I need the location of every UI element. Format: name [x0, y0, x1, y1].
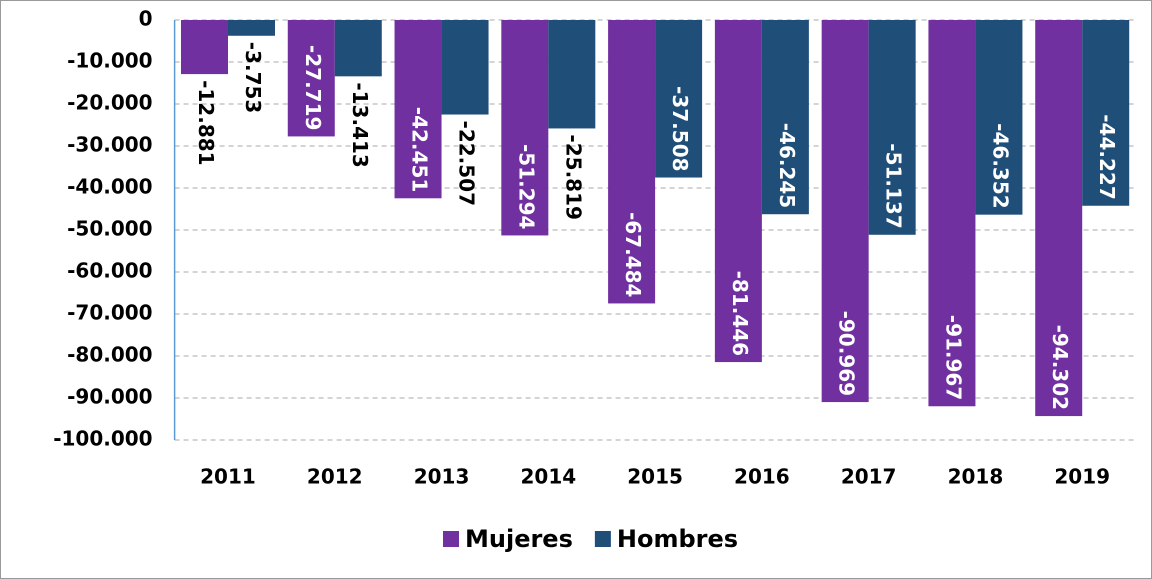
bar: [821, 20, 869, 403]
data-label: -46.245: [775, 123, 799, 208]
x-tick-label: 2013: [414, 465, 470, 489]
legend-label: Hombres: [617, 525, 738, 553]
bar: [655, 20, 703, 178]
y-tick-label: -30.000: [67, 133, 152, 157]
bar: [227, 20, 275, 36]
data-label: -22.507: [455, 121, 479, 206]
x-tick-label: 2015: [627, 465, 683, 489]
bar: [714, 20, 762, 363]
data-label: -67.484: [621, 212, 645, 297]
bar: [287, 20, 335, 137]
bar: [761, 20, 809, 215]
x-tick-label: 2017: [841, 465, 897, 489]
y-tick-label: -100.000: [53, 427, 152, 451]
bar: [1035, 20, 1083, 417]
data-label: -46.352: [988, 123, 1012, 208]
data-label: -13.413: [348, 82, 372, 167]
y-tick-label: -80.000: [67, 343, 152, 367]
bar: [548, 20, 596, 129]
x-tick-label: 2018: [948, 465, 1004, 489]
x-tick-label: 2011: [200, 465, 256, 489]
data-label: -91.967: [941, 315, 965, 400]
bar: [868, 20, 916, 235]
bar: [441, 20, 489, 115]
bar: [501, 20, 549, 236]
data-label: -25.819: [561, 134, 585, 219]
y-tick-label: -40.000: [67, 175, 152, 199]
data-label: -3.753: [241, 42, 265, 114]
bar: [1082, 20, 1130, 206]
bar: [928, 20, 976, 407]
y-tick-label: -20.000: [67, 91, 152, 115]
x-tick-label: 2019: [1054, 465, 1110, 489]
bar: [975, 20, 1023, 215]
data-label: -37.508: [668, 86, 692, 171]
data-label: -44.227: [1095, 114, 1119, 199]
data-label: -27.719: [301, 45, 325, 130]
y-tick-label: 0: [139, 7, 153, 31]
y-tick-label: -10.000: [67, 49, 152, 73]
x-tick-label: 2016: [734, 465, 790, 489]
y-tick-label: -90.000: [67, 385, 152, 409]
data-label: -51.137: [882, 143, 906, 228]
bar: [394, 20, 442, 199]
y-tick-label: -60.000: [67, 259, 152, 283]
data-label: -81.446: [728, 271, 752, 356]
x-tick-label: 2014: [520, 465, 576, 489]
legend-swatch: [594, 531, 611, 547]
legend-label: Mujeres: [465, 525, 573, 553]
bar: [334, 20, 382, 77]
data-label: -94.302: [1048, 325, 1072, 410]
y-tick-label: -70.000: [67, 301, 152, 325]
data-label: -90.969: [835, 311, 859, 396]
data-label: -42.451: [408, 107, 432, 192]
bar: [608, 20, 656, 304]
data-label: -51.294: [514, 144, 538, 229]
x-tick-label: 2012: [307, 465, 363, 489]
legend-swatch: [443, 531, 459, 547]
bar: [180, 20, 228, 75]
y-tick-label: -50.000: [67, 217, 152, 241]
data-label: -12.881: [194, 80, 218, 165]
